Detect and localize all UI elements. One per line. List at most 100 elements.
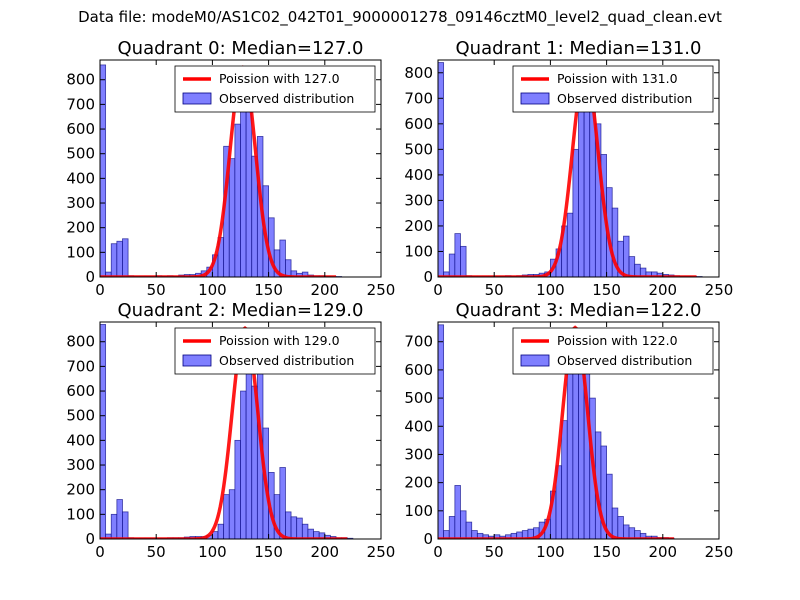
legend-label-poisson: Poission with 127.0 (219, 71, 340, 86)
histogram-bar (228, 489, 236, 539)
x-tick-label: 100 (536, 543, 565, 561)
histogram-bar (100, 324, 107, 539)
y-tick-label: 0 (85, 268, 95, 286)
y-tick-label: 700 (66, 95, 95, 113)
histogram-bar (572, 148, 579, 277)
y-tick-label: 600 (66, 120, 95, 138)
legend: Poission with 122.0 Observed distribution (512, 327, 714, 375)
y-tick-label: 300 (66, 194, 95, 212)
histogram-bar (465, 521, 473, 539)
x-tick-label: 200 (310, 281, 339, 299)
histogram-bar (448, 253, 456, 277)
y-tick-label: 800 (66, 71, 95, 89)
y-tick-label: 200 (404, 217, 433, 235)
legend: Poission with 131.0 Observed distribution (512, 65, 714, 113)
y-tick-label: 300 (404, 445, 433, 463)
legend-label-poisson: Poission with 122.0 (557, 333, 678, 348)
x-tick-label: 0 (433, 281, 443, 299)
x-tick-label: 250 (367, 543, 396, 561)
y-tick-label: 0 (423, 268, 433, 286)
histogram-bar (240, 390, 247, 539)
x-tick-label: 50 (147, 543, 166, 561)
subplot-title: Quadrant 3: Median=122.0 (456, 300, 702, 321)
histogram-bar (611, 507, 619, 539)
legend-bar-swatch (520, 92, 550, 105)
y-tick-label: 600 (404, 361, 433, 379)
histogram-bar (285, 511, 292, 539)
axes-frame (99, 321, 382, 540)
histogram-bar (583, 92, 591, 277)
x-tick-label: 150 (254, 543, 283, 561)
x-tick-label: 100 (198, 543, 227, 561)
x-tick-label: 100 (198, 281, 227, 299)
subplot-quadrant-3: 0 50 100 150 200 250 0 100 200 300 400 500 600 700 Qua… (404, 300, 733, 561)
histogram-bar (279, 239, 286, 277)
histogram-bar (438, 324, 445, 539)
histogram-bar (628, 256, 636, 277)
subplot-title: Quadrant 0: Median=127.0 (118, 38, 364, 59)
legend-label-observed: Observed distribution (557, 91, 692, 106)
x-tick-label: 150 (592, 543, 621, 561)
histogram-bar (228, 158, 236, 277)
subplot-title: Quadrant 1: Median=131.0 (456, 38, 702, 59)
histogram-bar (623, 235, 630, 277)
histogram-bar (623, 524, 630, 539)
histogram-bar (234, 439, 241, 539)
legend-label-poisson: Poission with 131.0 (557, 71, 678, 86)
figure-suptitle: Data file: modeM0/AS1C02_042T01_90000012… (78, 8, 722, 26)
x-tick-label: 200 (648, 543, 677, 561)
histogram-bar (285, 259, 292, 277)
y-tick-label: 200 (404, 474, 433, 492)
poisson-fit-line (438, 325, 675, 539)
legend-bar-swatch (182, 92, 212, 105)
x-tick-label: 50 (485, 543, 504, 561)
y-tick-label: 700 (404, 89, 433, 107)
histogram-bar (217, 523, 225, 539)
histogram-bar (454, 485, 461, 539)
histogram-bar (438, 62, 445, 277)
legend-label-poisson: Poission with 129.0 (219, 333, 340, 348)
histogram-bar (454, 233, 461, 277)
y-tick-label: 600 (404, 115, 433, 133)
histogram-bars (438, 324, 675, 539)
histogram-bar (100, 64, 107, 277)
x-tick-label: 150 (254, 281, 283, 299)
y-tick-label: 700 (404, 333, 433, 351)
histogram-bar (606, 473, 613, 539)
histogram-bar (279, 467, 286, 539)
subplot-title: Quadrant 2: Median=129.0 (118, 300, 364, 321)
x-tick-label: 0 (95, 543, 105, 561)
histogram-bar (578, 103, 585, 277)
legend-label-observed: Observed distribution (219, 353, 354, 368)
histogram-bar (122, 238, 129, 277)
histogram-bar (122, 511, 129, 539)
histogram-bar (448, 516, 456, 539)
x-tick-label: 200 (310, 543, 339, 561)
legend: Poission with 127.0 Observed distribution (174, 65, 376, 113)
poisson-fit-line (100, 325, 348, 539)
y-tick-label: 100 (66, 505, 95, 523)
subplot-quadrant-1: 0 50 100 150 200 250 0 100 200 300 400 500 600 700 800… (404, 38, 733, 299)
histogram-bar (301, 523, 309, 539)
histogram-bar (245, 348, 253, 539)
histogram-bar (223, 494, 230, 539)
histogram-bar (290, 516, 298, 539)
x-tick-label: 0 (95, 281, 105, 299)
histogram-bar (240, 94, 247, 277)
histogram-bar (566, 212, 574, 277)
x-tick-label: 50 (485, 281, 504, 299)
y-tick-label: 400 (404, 166, 433, 184)
y-tick-label: 100 (404, 242, 433, 260)
y-tick-label: 700 (66, 357, 95, 375)
legend-label-observed: Observed distribution (219, 91, 354, 106)
axes-frame (437, 321, 720, 540)
histogram-bar (561, 420, 568, 539)
poisson-fit-line (438, 68, 697, 277)
legend-label-observed: Observed distribution (557, 353, 692, 368)
y-tick-label: 300 (66, 456, 95, 474)
x-tick-label: 0 (433, 543, 443, 561)
y-tick-label: 200 (66, 481, 95, 499)
histogram-bar (566, 369, 574, 539)
y-tick-label: 600 (66, 382, 95, 400)
